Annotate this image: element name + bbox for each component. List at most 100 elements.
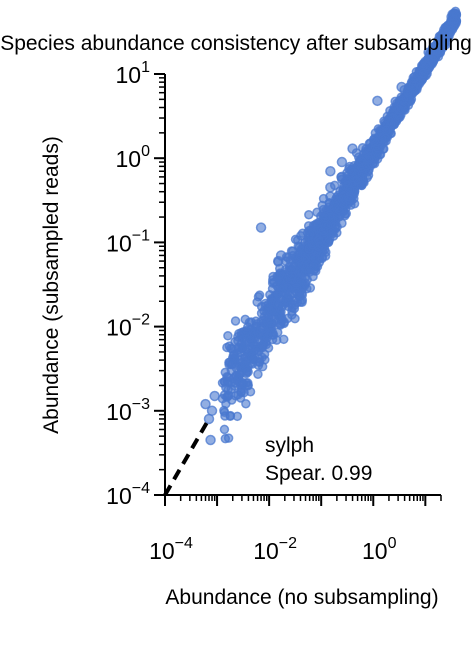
data-point (220, 411, 230, 421)
data-point (237, 384, 247, 394)
data-point (336, 156, 348, 168)
data-point (380, 120, 391, 131)
data-point (418, 68, 429, 79)
data-point (205, 434, 216, 446)
data-point (263, 343, 274, 353)
data-point (433, 47, 443, 57)
y-tick-label: 101 (116, 59, 151, 88)
data-point (243, 367, 253, 377)
x-tick-label: 100 (362, 535, 397, 564)
data-point (330, 221, 341, 231)
data-point (372, 95, 383, 107)
x-axis-label: Abundance (no subsampling) (165, 586, 438, 609)
data-point (277, 283, 288, 294)
data-point (241, 399, 251, 409)
data-point (287, 310, 297, 320)
data-point (448, 21, 458, 31)
data-point (233, 345, 243, 355)
data-point (347, 143, 358, 154)
data-point (283, 293, 294, 304)
data-point (305, 283, 316, 293)
data-point (403, 87, 413, 97)
data-point (408, 72, 420, 84)
y-ticks: 10−4 10−3 10−2 10−1 100 101 (106, 59, 165, 509)
reference-line (163, 417, 211, 497)
data-point (267, 304, 278, 315)
data-point (256, 308, 267, 319)
data-point (275, 320, 285, 330)
data-point (274, 269, 285, 280)
data-point (294, 254, 305, 264)
data-point (396, 81, 407, 93)
data-point (275, 295, 285, 305)
data-point (233, 336, 243, 346)
data-point (235, 393, 246, 403)
data-point (253, 369, 263, 380)
data-point (206, 405, 218, 417)
y-axis-label: Abundance (subsampled reads) (40, 136, 63, 434)
data-point (223, 331, 233, 341)
data-point (247, 353, 257, 364)
data-point (323, 237, 334, 247)
x-ticks: 10−4 10−2 100 (149, 495, 442, 564)
x-tick-label: 10−2 (253, 535, 297, 564)
data-point (309, 260, 320, 270)
data-point (257, 352, 267, 363)
data-point (324, 202, 334, 212)
data-point (276, 307, 286, 317)
data-point (266, 318, 276, 328)
data-point (255, 222, 267, 233)
data-point (304, 210, 314, 220)
data-point (297, 228, 308, 238)
data-points (200, 6, 462, 446)
data-point (447, 11, 458, 21)
data-point (311, 219, 322, 229)
data-point (261, 328, 272, 338)
data-point (362, 172, 372, 183)
data-point (390, 96, 400, 107)
data-point (223, 377, 233, 387)
data-point (200, 398, 211, 410)
data-point (275, 250, 287, 261)
data-point (340, 211, 350, 221)
y-tick-label: 10−4 (106, 480, 150, 509)
axes: 10−4 10−3 10−2 10−1 100 101 10−4 10−2 100 (106, 59, 442, 564)
x-tick-label: 10−4 (149, 535, 193, 564)
annotation-spearman: Spear. 0.99 (265, 462, 372, 485)
data-point (252, 345, 262, 355)
data-point (320, 211, 331, 223)
chart-title: Species abundance consistency after subs… (0, 32, 472, 55)
data-point (313, 235, 324, 245)
data-point (375, 128, 385, 138)
data-point (371, 146, 382, 156)
data-point (288, 299, 300, 311)
data-point (285, 274, 296, 284)
data-point (336, 171, 348, 183)
data-point (246, 317, 256, 327)
data-point (325, 191, 336, 202)
data-point (292, 283, 302, 293)
data-point (241, 329, 252, 340)
data-point (294, 242, 305, 252)
data-point (254, 290, 265, 300)
data-point (338, 191, 349, 202)
data-point (230, 316, 241, 326)
y-tick-label: 100 (116, 143, 151, 172)
data-point (356, 156, 367, 168)
y-tick-label: 10−3 (106, 396, 150, 425)
data-point (223, 433, 234, 443)
annotation-method: sylph (265, 434, 314, 457)
data-point (320, 251, 331, 261)
data-point (345, 165, 356, 176)
y-tick-label: 10−1 (106, 227, 150, 256)
data-point (209, 390, 220, 402)
y-tick-label: 10−2 (106, 312, 150, 341)
data-point (271, 335, 282, 345)
data-point (394, 104, 404, 115)
data-point (219, 424, 230, 435)
data-point (325, 165, 336, 177)
data-point (437, 32, 448, 42)
data-point (325, 182, 336, 193)
data-point (231, 363, 242, 373)
